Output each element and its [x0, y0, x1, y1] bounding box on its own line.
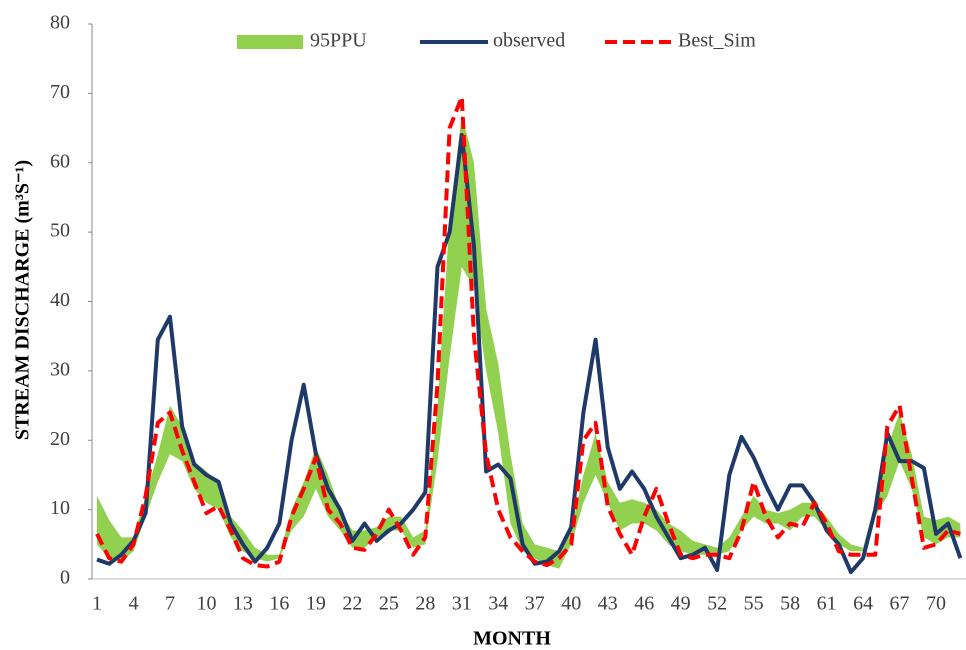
x-tick-label: 64	[853, 593, 873, 615]
y-tick-label: 40	[50, 289, 70, 311]
x-tick-label: 34	[488, 593, 508, 615]
x-tick-label: 25	[379, 593, 399, 615]
y-tick-label: 30	[50, 358, 70, 380]
legend-swatch	[237, 35, 303, 49]
x-tick-label: 16	[269, 593, 289, 615]
line	[96, 133, 963, 575]
line	[95, 94, 961, 569]
x-tick-label: 52	[707, 593, 727, 615]
y-tick-label: 50	[50, 220, 70, 242]
x-tick-label: 22	[342, 593, 362, 615]
legend-label: Best_Sim	[678, 30, 756, 52]
y-tick-label: 0	[60, 567, 70, 589]
y-tick-label: 80	[50, 12, 70, 34]
x-tick-label: 31	[452, 593, 472, 615]
x-tick-label: 46	[634, 593, 654, 615]
x-tick-label: 40	[561, 593, 581, 615]
y-tick-label: 10	[50, 497, 70, 519]
x-tick-label: 7	[165, 593, 175, 615]
x-tick-label: 58	[780, 593, 800, 615]
y-tick-label: 60	[50, 150, 70, 172]
x-tick-label: 37	[525, 593, 545, 615]
legend-label: observed	[493, 30, 565, 52]
x-tick-label: 13	[233, 593, 253, 615]
band	[97, 114, 961, 569]
x-tick-label: 28	[415, 593, 435, 615]
x-axis-title: MONTH	[473, 628, 551, 650]
x-tick-label: 10	[196, 593, 216, 615]
x-tick-label: 1	[92, 593, 102, 615]
x-tick-label: 70	[926, 593, 946, 615]
x-tick-label: 67	[890, 593, 910, 615]
legend-label: 95PPU	[310, 30, 367, 52]
y-axis-title: STREAM DISCHARGE (m³S⁻¹)	[12, 160, 34, 440]
x-tick-label: 49	[671, 593, 691, 615]
x-tick-label: 4	[128, 593, 138, 615]
x-tick-label: 43	[598, 593, 618, 615]
x-tick-label: 19	[306, 593, 326, 615]
y-tick-label: 20	[50, 428, 70, 450]
x-tick-label: 55	[744, 593, 764, 615]
x-tick-label: 61	[817, 593, 837, 615]
y-tick-label: 70	[50, 81, 70, 103]
